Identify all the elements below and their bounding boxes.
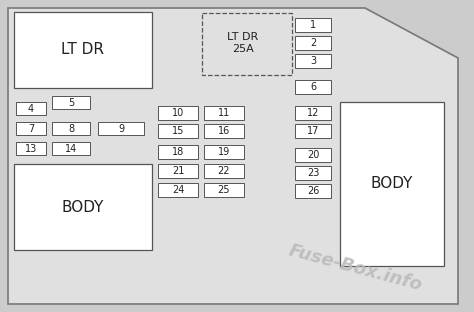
Bar [14, 164, 152, 250]
Text: 11: 11 [218, 108, 230, 118]
Text: 15: 15 [172, 126, 184, 136]
Bar [295, 148, 331, 162]
Text: 3: 3 [310, 56, 316, 66]
Bar [204, 145, 244, 159]
Bar [204, 164, 244, 178]
Bar [158, 124, 198, 138]
Bar [98, 122, 144, 135]
Text: 17: 17 [307, 126, 319, 136]
Text: 10: 10 [172, 108, 184, 118]
Bar [16, 102, 46, 115]
Bar [52, 142, 90, 155]
Text: LT DR
25A: LT DR 25A [228, 32, 259, 54]
Bar [295, 184, 331, 198]
Text: 26: 26 [307, 186, 319, 196]
Bar [202, 13, 292, 75]
Text: 12: 12 [307, 108, 319, 118]
Text: 14: 14 [65, 144, 77, 154]
Text: 13: 13 [25, 144, 37, 154]
Text: 1: 1 [310, 20, 316, 30]
Text: 25: 25 [218, 185, 230, 195]
Text: LT DR: LT DR [62, 42, 104, 57]
Bar [204, 106, 244, 120]
Text: 5: 5 [68, 97, 74, 108]
Text: 2: 2 [310, 38, 316, 48]
Bar [340, 102, 444, 266]
Bar [204, 124, 244, 138]
Bar [295, 80, 331, 94]
Bar [52, 96, 90, 109]
Text: BODY: BODY [371, 177, 413, 192]
Bar [14, 12, 152, 88]
Text: 23: 23 [307, 168, 319, 178]
Bar [295, 106, 331, 120]
Bar [16, 142, 46, 155]
Text: 16: 16 [218, 126, 230, 136]
Bar [158, 164, 198, 178]
Text: 8: 8 [68, 124, 74, 134]
Bar [295, 124, 331, 138]
Bar [158, 145, 198, 159]
Text: 7: 7 [28, 124, 34, 134]
Bar [158, 183, 198, 197]
Bar [158, 106, 198, 120]
Text: 4: 4 [28, 104, 34, 114]
Text: 20: 20 [307, 150, 319, 160]
Text: BODY: BODY [62, 199, 104, 215]
Text: 19: 19 [218, 147, 230, 157]
Polygon shape [8, 8, 458, 304]
Text: 6: 6 [310, 82, 316, 92]
Bar [295, 18, 331, 32]
Bar [52, 122, 90, 135]
Text: 9: 9 [118, 124, 124, 134]
Text: 18: 18 [172, 147, 184, 157]
Bar [295, 36, 331, 50]
Text: 24: 24 [172, 185, 184, 195]
Bar [204, 183, 244, 197]
Text: 22: 22 [218, 166, 230, 176]
Bar [16, 122, 46, 135]
Text: 21: 21 [172, 166, 184, 176]
Bar [295, 54, 331, 68]
Text: Fuse-Box.info: Fuse-Box.info [286, 241, 424, 295]
Bar [295, 166, 331, 180]
